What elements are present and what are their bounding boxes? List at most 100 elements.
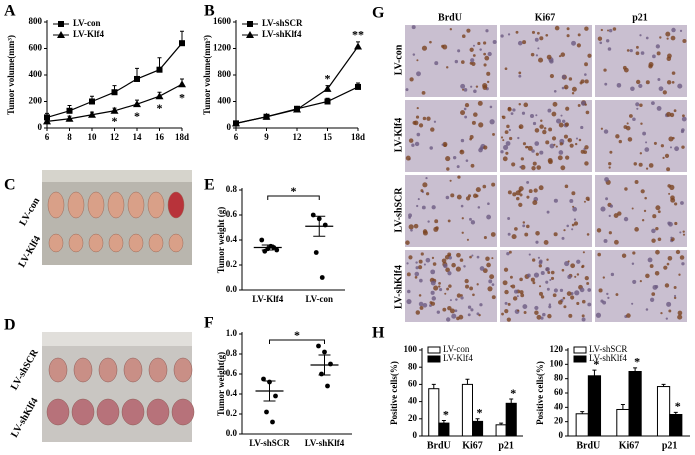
tumor xyxy=(121,398,145,426)
panel-letter: F xyxy=(204,315,214,332)
stain xyxy=(645,273,650,279)
row-label: LV-shSCR xyxy=(393,187,404,233)
stain xyxy=(566,27,570,31)
stain xyxy=(673,296,677,300)
stain xyxy=(581,264,585,268)
stain xyxy=(563,229,566,232)
stain xyxy=(647,257,653,263)
stain xyxy=(564,184,569,189)
marker xyxy=(156,66,163,73)
y-tick-label: 800 xyxy=(218,69,232,79)
photo-row-label: LV-shKlf4 xyxy=(9,396,40,440)
stain xyxy=(459,258,464,262)
micrograph xyxy=(595,100,687,172)
x-tick-label: 9 xyxy=(264,132,269,142)
stain xyxy=(645,308,649,311)
y-axis-title: Tumor weight (g) xyxy=(216,207,226,274)
stain xyxy=(673,294,677,298)
significance: * xyxy=(675,399,681,413)
y-tick-label: 0.8 xyxy=(226,184,238,194)
stain xyxy=(414,271,420,277)
stain xyxy=(560,114,563,117)
stain xyxy=(557,300,563,305)
stain xyxy=(464,278,469,284)
stain xyxy=(433,120,437,123)
stain xyxy=(482,184,487,189)
stain xyxy=(455,298,458,301)
stain xyxy=(511,284,516,289)
legend-swatch xyxy=(573,346,587,354)
x-tick-label: 6 xyxy=(45,132,50,142)
stain xyxy=(510,112,514,116)
stain xyxy=(673,286,677,290)
stain xyxy=(623,67,629,73)
stain xyxy=(631,207,634,210)
stain xyxy=(512,296,518,301)
stain xyxy=(416,132,421,137)
marker xyxy=(58,21,64,27)
stain xyxy=(422,303,428,308)
stain xyxy=(415,266,419,270)
stain xyxy=(463,265,466,268)
stain xyxy=(584,26,589,31)
stain xyxy=(408,255,413,260)
stain xyxy=(674,202,678,206)
marker xyxy=(155,92,164,100)
stain xyxy=(618,139,622,144)
stain xyxy=(518,202,523,207)
stain xyxy=(504,67,508,71)
significance: * xyxy=(593,357,599,371)
tumor xyxy=(87,191,105,219)
tumor xyxy=(48,233,64,253)
stain xyxy=(609,204,614,208)
stain xyxy=(441,44,445,48)
stain xyxy=(587,288,592,292)
significance-bracket xyxy=(269,339,325,344)
stain xyxy=(517,40,523,46)
stain xyxy=(567,260,570,263)
stain xyxy=(509,275,513,279)
stain xyxy=(553,90,557,93)
stain xyxy=(522,304,528,309)
stain xyxy=(416,71,421,77)
stain xyxy=(454,59,459,64)
stain xyxy=(410,228,413,232)
legend-label: LV-Klf4 xyxy=(73,29,105,39)
stain xyxy=(682,230,685,233)
stain xyxy=(489,274,495,280)
stain xyxy=(441,258,447,264)
stain xyxy=(490,232,496,237)
stain xyxy=(406,272,411,277)
stain xyxy=(523,102,529,108)
tumor xyxy=(167,191,185,219)
stain xyxy=(545,266,550,272)
stain xyxy=(430,269,436,275)
stain xyxy=(679,255,685,260)
stain xyxy=(504,289,509,295)
stain xyxy=(645,141,648,144)
stain xyxy=(682,38,687,44)
stain xyxy=(636,45,639,49)
stain xyxy=(473,89,477,94)
stain xyxy=(567,274,572,280)
stain xyxy=(621,253,627,258)
significance: * xyxy=(325,71,331,85)
tumor xyxy=(98,357,118,383)
stain xyxy=(654,284,659,289)
data-point xyxy=(319,371,324,377)
stain xyxy=(576,301,580,306)
stain xyxy=(556,118,562,124)
stain xyxy=(626,122,629,125)
bar xyxy=(495,424,507,437)
error-bar xyxy=(465,378,470,385)
x-tick-label: 14 xyxy=(133,132,143,142)
stain xyxy=(551,111,557,117)
x-tick-label: 12 xyxy=(293,132,303,142)
stain xyxy=(585,110,590,115)
stain xyxy=(508,250,512,254)
stain xyxy=(657,237,662,242)
stain xyxy=(668,309,672,313)
stain xyxy=(539,285,542,288)
y-tick-label: 800 xyxy=(29,16,43,26)
stain xyxy=(575,137,578,140)
